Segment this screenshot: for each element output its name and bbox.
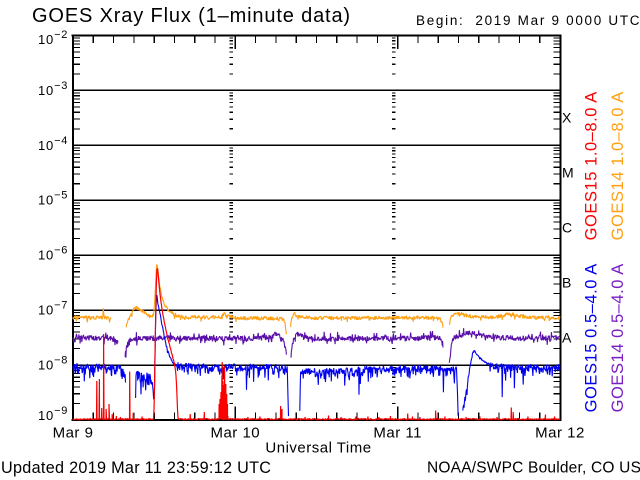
svg-text:C: C <box>562 220 572 236</box>
svg-text:B: B <box>562 275 571 291</box>
svg-text:GOES Xray Flux (1–minute data): GOES Xray Flux (1–minute data) <box>32 5 351 27</box>
svg-text:Mar 9: Mar 9 <box>53 425 94 442</box>
svg-text:A: A <box>562 330 572 346</box>
svg-text:Universal Time: Universal Time <box>265 440 371 457</box>
svg-text:Updated 2019 Mar 11 23:59:12 U: Updated 2019 Mar 11 23:59:12 UTC <box>1 459 271 477</box>
svg-text:X: X <box>562 110 572 126</box>
svg-text:Mar 11: Mar 11 <box>373 425 422 442</box>
svg-text:GOES15 1.0–8.0 A: GOES15 1.0–8.0 A <box>583 91 601 240</box>
svg-text:Begin: 2019 Mar 9 0000 UTC: Begin: 2019 Mar 9 0000 UTC <box>416 13 640 28</box>
svg-text:NOAA/SWPC Boulder, CO USA: NOAA/SWPC Boulder, CO USA <box>427 460 640 477</box>
svg-text:GOES14 0.5–4.0 A: GOES14 0.5–4.0 A <box>609 263 627 412</box>
svg-text:GOES14 1.0–8.0 A: GOES14 1.0–8.0 A <box>609 91 627 240</box>
svg-text:GOES15 0.5–4.0 A: GOES15 0.5–4.0 A <box>583 263 601 412</box>
svg-text:M: M <box>562 165 574 181</box>
svg-text:Mar 12: Mar 12 <box>535 425 585 442</box>
svg-text:Mar 10: Mar 10 <box>210 425 260 442</box>
